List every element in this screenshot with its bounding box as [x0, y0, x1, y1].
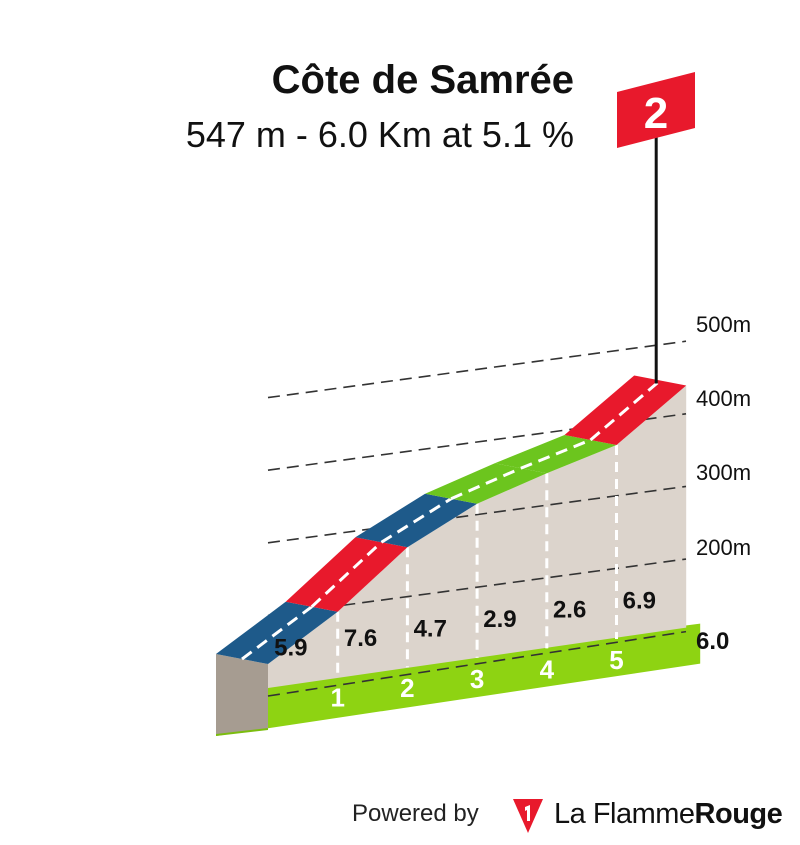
altitude-tick-label: 500m — [696, 312, 751, 337]
altitude-tick-label: 300m — [696, 460, 751, 485]
category-flag-label: 2 — [644, 89, 668, 138]
brand-name-bold: Rouge — [694, 798, 783, 830]
km-tick-label: 1 — [330, 683, 344, 713]
ribbon-centerline — [520, 438, 592, 470]
hill-body — [268, 385, 687, 688]
km-tick-label: 2 — [400, 673, 414, 703]
km-tick-label: 5 — [609, 645, 623, 675]
altitude-gridline — [267, 485, 687, 544]
chart-labels: 5.9 7.6 4.7 2.9 2.6 6.9 1 2 3 4 5 200m 300m 400m 500m 6… — [274, 312, 751, 713]
hill-side-face — [216, 654, 268, 734]
altitude-gridline — [267, 630, 687, 697]
brand-name: La FlammeRouge — [554, 798, 783, 831]
climb-summary: 547 m - 6.0 Km at 5.1 % — [185, 114, 574, 155]
gradient-label: 5.9 — [274, 634, 307, 661]
gradient-ribbon — [216, 375, 687, 665]
altitude-tick-label: 200m — [696, 535, 751, 560]
brand-name-part: La Flamme — [554, 798, 695, 830]
ribbon-centerline — [310, 541, 383, 608]
road-band — [216, 623, 701, 736]
gradient-label: 4.7 — [414, 616, 447, 643]
altitude-tick-label: 400m — [696, 386, 751, 411]
chart-base — [216, 385, 701, 736]
summit-flag: 2 — [617, 72, 695, 384]
km-dashed-lines — [336, 444, 618, 677]
total-distance-label: 6.0 — [696, 628, 729, 655]
gradient-label: 6.9 — [623, 587, 656, 614]
gradient-label: 2.9 — [483, 606, 516, 633]
flamme-rouge-logo-icon — [513, 799, 543, 833]
ribbon-centerline — [589, 379, 662, 442]
gradient-label: 7.6 — [344, 625, 377, 652]
gradient-label: 2.6 — [553, 597, 586, 624]
category-flag — [617, 72, 695, 148]
altitude-gridline — [267, 340, 687, 399]
km-tick-label: 4 — [540, 654, 555, 684]
ribbon-centerline — [241, 605, 313, 661]
gradient-segment — [494, 434, 617, 474]
ribbon-centerline — [380, 497, 452, 544]
footer: Powered by La FlammeRouge — [348, 790, 798, 842]
powered-by-text: Powered by — [352, 800, 479, 827]
climb-title: Côte de Samrée — [271, 58, 574, 102]
ribbon-centerline — [450, 466, 522, 501]
km-tick-label: 3 — [470, 664, 484, 694]
